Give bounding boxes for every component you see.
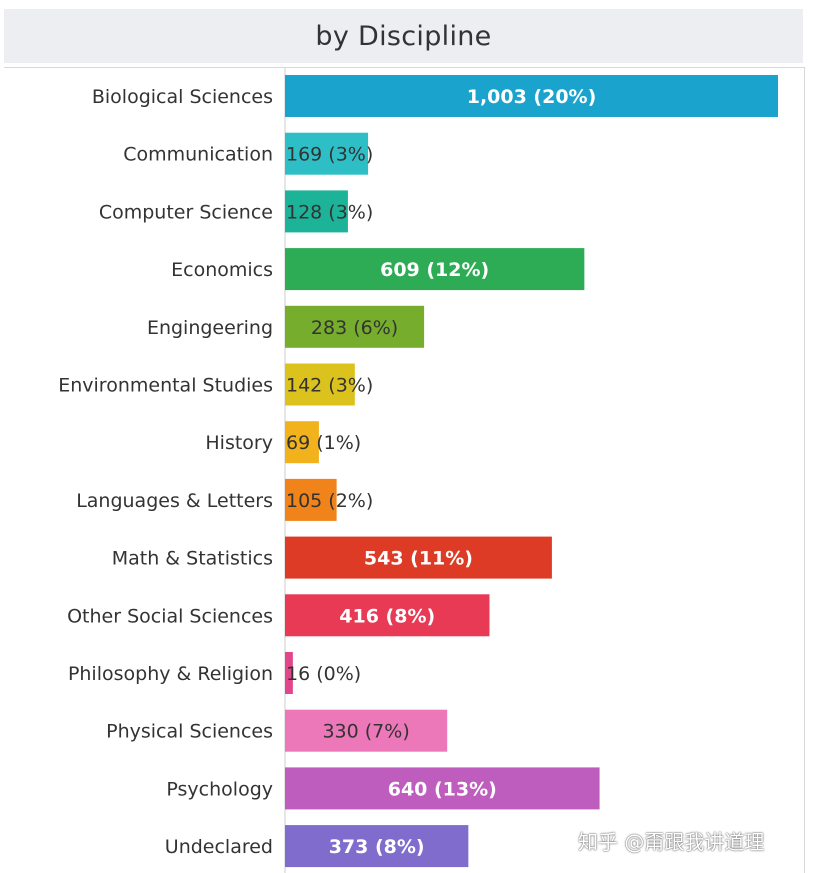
category-label: Undeclared: [165, 836, 273, 858]
bar-value-label: 105 (2%): [286, 490, 373, 512]
bar-value-label: 543 (11%): [364, 548, 473, 570]
category-label: Languages & Letters: [76, 490, 273, 512]
bar-value-label: 640 (13%): [388, 778, 497, 800]
bar-value-label: 16 (0%): [286, 663, 361, 685]
category-label: Other Social Sciences: [67, 605, 273, 627]
category-label: Physical Sciences: [106, 721, 273, 743]
bar[interactable]: [285, 248, 585, 291]
bar-value-label: 169 (3%): [286, 144, 373, 166]
watermark-text: 知乎 @甭跟我讲道理: [578, 830, 765, 854]
bar[interactable]: [285, 305, 425, 348]
bar[interactable]: [285, 75, 778, 117]
category-label: Computer Science: [99, 201, 273, 223]
bar-value-label: 1,003 (20%): [467, 86, 597, 108]
bar-value-label: 283 (6%): [311, 317, 398, 339]
bar-value-label: 330 (7%): [322, 721, 409, 743]
bar-value-label: 373 (8%): [329, 836, 425, 858]
bar-value-label: 416 (8%): [339, 605, 435, 627]
category-label: Philosophy & Religion: [68, 663, 273, 685]
category-label: Engingeering: [147, 317, 273, 339]
category-label: Psychology: [166, 778, 273, 800]
bar[interactable]: [285, 132, 369, 175]
category-label: Economics: [171, 259, 273, 281]
bar[interactable]: [285, 709, 448, 752]
category-label: Communication: [123, 144, 273, 166]
plot-frame: [4, 67, 805, 873]
bar[interactable]: [285, 536, 552, 579]
bar[interactable]: [285, 594, 490, 637]
bar-value-label: 142 (3%): [286, 375, 373, 397]
category-label: Environmental Studies: [58, 375, 273, 397]
bar[interactable]: [285, 363, 355, 406]
bar-value-label: 609 (12%): [380, 259, 489, 281]
bar[interactable]: [285, 478, 337, 521]
category-label: Biological Sciences: [92, 86, 273, 108]
bar[interactable]: [285, 767, 600, 810]
bar[interactable]: [285, 652, 293, 694]
bars-layer: Biological Sciences 1,003 (20%) Communicat…: [58, 75, 778, 868]
bar-value-label: 128 (3%): [286, 201, 373, 223]
category-label: Math & Statistics: [112, 548, 273, 570]
category-label: History: [205, 432, 273, 454]
chart-title: by Discipline: [4, 9, 803, 63]
bar[interactable]: [285, 825, 469, 868]
bar[interactable]: [285, 421, 319, 464]
bar-value-label: 69 (1%): [286, 432, 361, 454]
bar[interactable]: [285, 190, 348, 233]
